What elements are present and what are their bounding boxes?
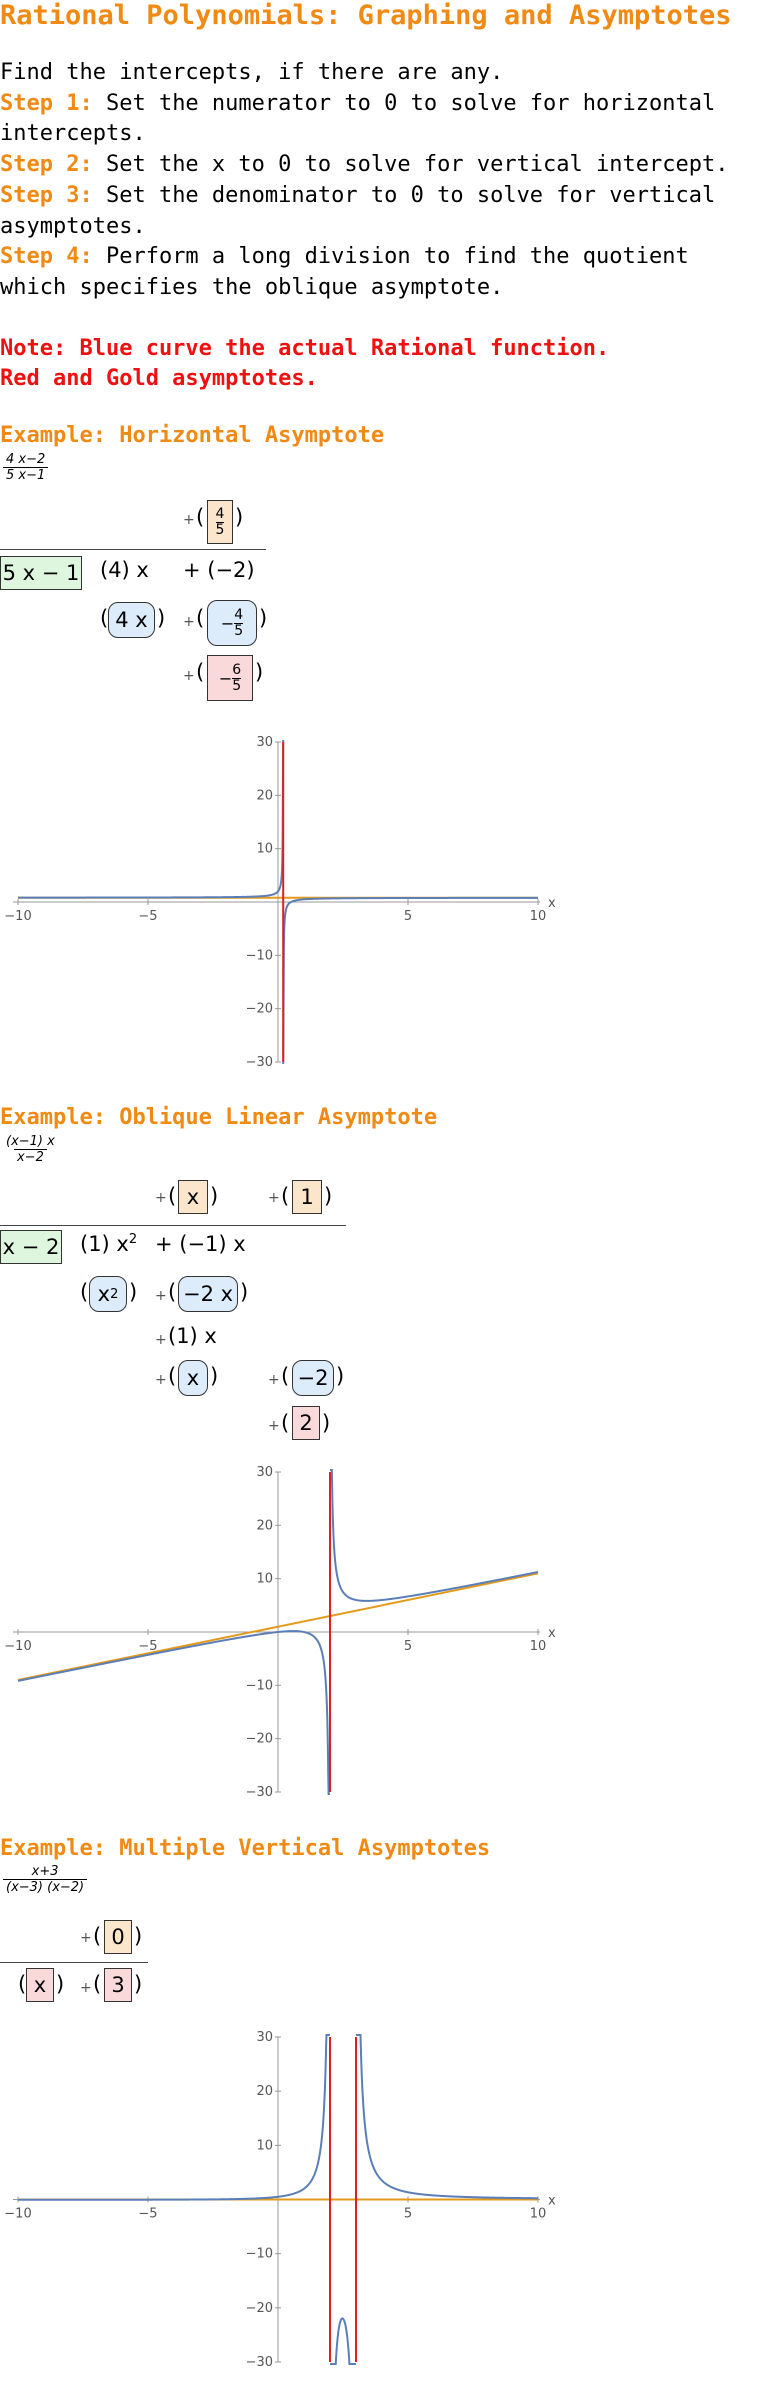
subtract-term-box: −2 x: [178, 1276, 238, 1312]
divisor-box: x − 2: [0, 1230, 62, 1264]
y-tick-label: −10: [246, 948, 273, 963]
x-tick-label: 5: [404, 1639, 412, 1654]
function-curve: [356, 2034, 538, 2200]
example-heading-horizontal: Example: Horizontal Asymptote: [0, 423, 385, 448]
function-curve: [18, 739, 285, 899]
step-label: Step 2:: [0, 152, 93, 178]
dividend-term: (4) x: [100, 558, 149, 582]
function-curve: [18, 2034, 330, 2201]
x-tick-label: 5: [404, 2207, 412, 2222]
x-tick-label: 10: [530, 1639, 547, 1654]
instructions: Find the intercepts, if there are any. S…: [0, 58, 760, 395]
y-tick-label: −30: [246, 1055, 273, 1070]
rational-fraction: x+3 (x−3) (x−2): [3, 1864, 88, 1895]
y-tick-label: 10: [256, 1572, 273, 1587]
example-heading-vertical: Example: Multiple Vertical Asymptotes: [0, 1836, 491, 1861]
quotient-term-box: x: [178, 1180, 208, 1214]
x-tick-label: −5: [138, 909, 157, 924]
dividend-term: + (−2): [183, 558, 255, 582]
y-tick-label: −30: [246, 1785, 273, 1800]
x-tick-label: −10: [4, 2207, 31, 2222]
x-tick-label: −10: [4, 1639, 31, 1654]
function-curve: [330, 1469, 539, 1602]
quotient-term-box: 1: [292, 1180, 322, 1214]
remainder-box: 2: [292, 1406, 320, 1440]
intro-line: Find the intercepts, if there are any.: [0, 60, 504, 85]
oblique-asymptote-line: [17, 1572, 539, 1681]
y-tick-label: 20: [256, 1518, 273, 1533]
step-4: Step 4: Perform a long division to find …: [0, 244, 689, 300]
page-title: Rational Polynomials: Graphing and Asymp…: [0, 0, 732, 31]
function-curve: [17, 1630, 330, 1795]
y-tick-label: 10: [256, 842, 273, 857]
intermediate-term: (1) x: [168, 1324, 217, 1348]
x-tick-label: −10: [4, 909, 31, 924]
y-tick-label: −10: [246, 2247, 273, 2262]
dividend-term: (1) x2: [80, 1232, 138, 1256]
y-tick-label: −20: [246, 1002, 273, 1017]
subtract-term-box: x: [178, 1360, 208, 1396]
y-tick-label: 30: [256, 2030, 273, 2045]
remainder-box: x: [26, 1968, 54, 2002]
note-line-2: Red and Gold asymptotes.: [0, 366, 318, 392]
y-tick-label: 10: [256, 2138, 273, 2153]
x-axis-label: x: [548, 896, 556, 911]
y-tick-label: 30: [256, 735, 273, 750]
x-tick-label: −5: [138, 1639, 157, 1654]
rational-fraction: (x−1) x x−2: [6, 1134, 55, 1165]
subtract-term-box: −2: [292, 1360, 334, 1396]
step-label: Step 1:: [0, 90, 93, 116]
function-curve: [282, 896, 538, 1065]
x-axis-label: x: [548, 1626, 556, 1641]
division-bar: [0, 1962, 148, 1963]
y-tick-label: 20: [256, 788, 273, 803]
x-tick-label: 10: [530, 2207, 547, 2222]
step-1: Step 1: Set the numerator to 0 to solve …: [0, 90, 716, 147]
quotient-term-box: 0: [104, 1920, 132, 1954]
y-tick-label: 30: [256, 1465, 273, 1480]
x-tick-label: −5: [138, 2207, 157, 2222]
function-curve: [330, 2317, 356, 2365]
x-tick-label: 10: [530, 909, 547, 924]
divisor-box: 5 x − 1: [0, 556, 82, 590]
example-heading-oblique: Example: Oblique Linear Asymptote: [0, 1105, 438, 1130]
step-2: Step 2: Set the x to 0 to solve for vert…: [0, 152, 729, 178]
division-bar: [0, 549, 266, 550]
x-axis-label: x: [548, 2194, 556, 2209]
y-tick-label: −30: [246, 2355, 273, 2370]
step-label: Step 4:: [0, 244, 93, 270]
x-tick-label: 5: [404, 909, 412, 924]
y-tick-label: −10: [246, 1678, 273, 1693]
y-tick-label: −20: [246, 2301, 273, 2316]
rational-fraction: 4 x−2 5 x−1: [3, 452, 49, 483]
step-label: Step 3:: [0, 182, 93, 208]
note-line-1: Note: Blue curve the actual Rational fun…: [0, 335, 610, 361]
y-tick-label: −20: [246, 1732, 273, 1747]
remainder-box: 3: [104, 1968, 132, 2002]
dividend-term: + (−1) x: [155, 1232, 246, 1256]
y-tick-label: 20: [256, 2084, 273, 2099]
subtract-term-box: 4 x: [108, 602, 155, 638]
division-bar: [0, 1225, 346, 1226]
step-3: Step 3: Set the denominator to 0 to solv…: [0, 182, 716, 239]
